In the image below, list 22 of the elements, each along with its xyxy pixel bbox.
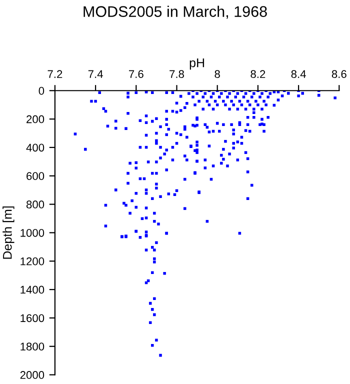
x-tick-label: 8.2 [250,70,266,78]
x-tick-label: 8.6 [332,70,346,78]
y-tick-label: 400 [26,144,44,152]
y-axis-title: Depth [m] [2,206,14,259]
y-tick-label: 1800 [20,342,44,351]
y-tick-label: 1000 [20,228,44,237]
chart-title: MODS2005 in March, 1968 [84,6,267,19]
x-tick-label: 7.2 [48,70,62,78]
x-tick-label: 8.4 [291,70,306,78]
x-tick-label: 7.8 [170,70,184,78]
y-tick-label: 2000 [20,371,44,379]
x-tick-label: 8 [214,70,220,78]
y-tick-label: 1200 [20,257,44,266]
y-tick-label: 0 [38,86,44,95]
x-axis-title: pH [190,58,204,70]
x-tick-label: 7.6 [128,70,144,78]
y-tick-label: 200 [26,115,44,124]
y-tick-label: 800 [26,200,44,208]
y-tick-label: 1600 [20,314,44,322]
y-tick-label: 600 [26,172,44,180]
y-tick-label: 1400 [20,286,44,294]
x-tick-label: 7.4 [88,70,103,78]
